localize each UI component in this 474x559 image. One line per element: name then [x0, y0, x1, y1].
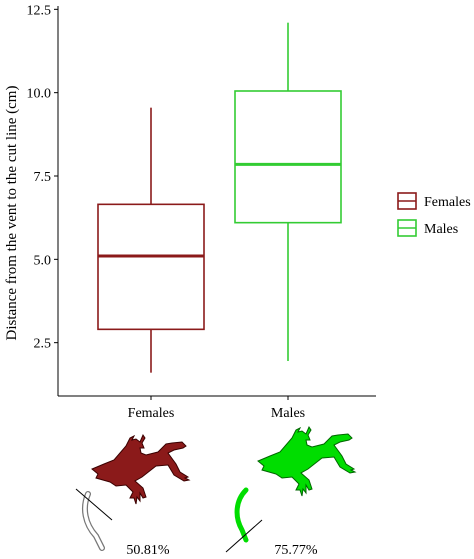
y-tick-label: 7.5 [34, 170, 52, 185]
x-tick-label: Females [128, 406, 175, 421]
male-percent: 75.77% [274, 543, 318, 558]
box-females [97, 107, 205, 373]
male-tail [234, 487, 249, 543]
y-axis-ticks: 2.5 5.0 7.5 10.0 12.5 [27, 3, 58, 352]
box-males [234, 22, 342, 361]
x-tick-label: Males [271, 406, 305, 421]
chart-legend: Females Males [397, 192, 471, 237]
boxplot-series [97, 22, 342, 373]
interquartile-box [97, 203, 205, 331]
female-percent: 50.81% [126, 543, 170, 558]
female-cut-line [75, 488, 113, 521]
lizard-icon [91, 434, 190, 505]
y-axis-label: Distance from the vent to the cut line (… [4, 86, 20, 341]
y-tick-label: 5.0 [34, 253, 52, 268]
x-axis-ticks: Females Males [128, 396, 305, 421]
legend-label-males: Males [424, 222, 458, 237]
y-tick-label: 2.5 [34, 337, 52, 352]
female-lizard-illustration: 50.81% [75, 434, 190, 558]
y-tick-label: 12.5 [27, 3, 52, 18]
male-cut-line [225, 519, 263, 553]
male-lizard-illustration: 75.77% [225, 426, 356, 558]
y-tick-label: 10.0 [27, 87, 52, 102]
interquartile-box [234, 90, 342, 224]
lizard-icon [257, 426, 356, 497]
legend-label-females: Females [424, 195, 471, 210]
